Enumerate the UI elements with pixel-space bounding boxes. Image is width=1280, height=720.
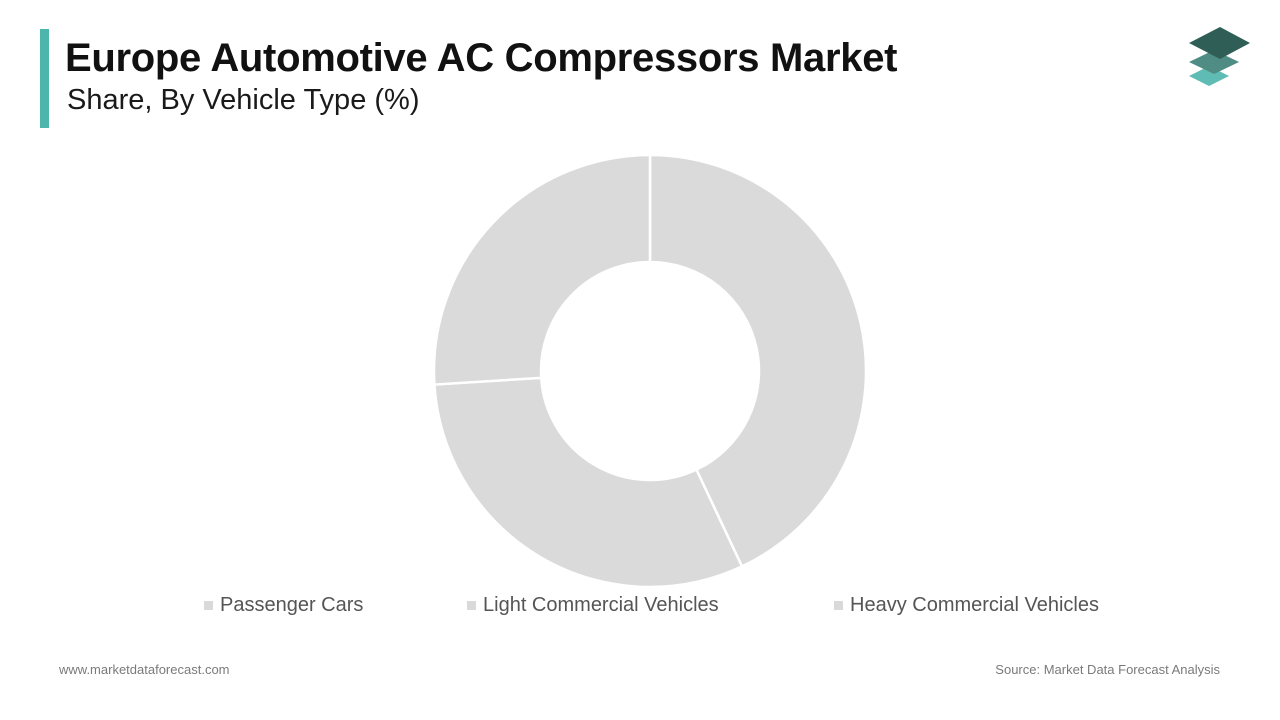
logo-layer-middle [1189, 50, 1239, 74]
legend-swatch [467, 601, 476, 610]
chart-legend: Passenger Cars Light Commercial Vehicles H… [0, 594, 1280, 620]
donut-chart [432, 153, 868, 589]
chart-title: Europe Automotive AC Compressors Market [65, 36, 898, 80]
legend-item-light-commercial-vehicles: Light Commercial Vehicles [467, 594, 719, 617]
legend-swatch [834, 601, 843, 610]
legend-swatch [204, 601, 213, 610]
legend-label: Passenger Cars [220, 594, 364, 616]
legend-item-passenger-cars: Passenger Cars [204, 594, 363, 617]
slice-light-commercial-vehicles [433, 376, 744, 589]
website-url: www.marketdataforecast.com [59, 662, 230, 677]
legend-item-heavy-commercial-vehicles: Heavy Commercial Vehicles [834, 594, 1099, 617]
brand-logo-icon [1189, 27, 1250, 86]
legend-label: Light Commercial Vehicles [483, 594, 719, 616]
legend-label: Heavy Commercial Vehicles [850, 594, 1099, 616]
slice-passenger-cars [648, 153, 868, 569]
chart-subtitle: Share, By Vehicle Type (%) [67, 84, 420, 116]
title-accent-bar [40, 29, 49, 128]
logo-layer-top [1189, 27, 1250, 59]
source-note: Source: Market Data Forecast Analysis [995, 662, 1220, 677]
slice-heavy-commercial-vehicles [432, 153, 652, 386]
